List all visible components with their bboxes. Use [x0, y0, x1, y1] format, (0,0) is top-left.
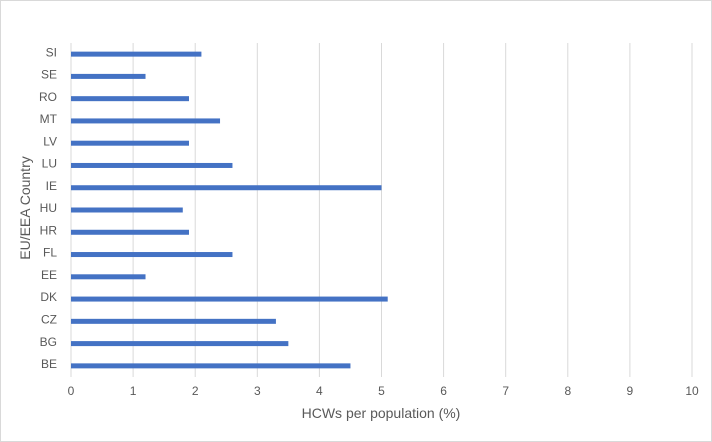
y-category-label: CZ: [41, 313, 57, 327]
bar-lv: [71, 140, 189, 146]
bar-dk: [71, 296, 388, 302]
y-category-label: MT: [40, 112, 58, 126]
x-tick-label: 8: [564, 384, 571, 398]
y-category-label: IE: [46, 179, 57, 193]
bar-ie: [71, 185, 382, 191]
y-category-label: EE: [41, 268, 57, 282]
x-tick-labels: 0 1 2 3 4 5 6 7 8 9 10: [68, 384, 699, 398]
bar-si: [71, 51, 202, 57]
bar-ro: [71, 96, 189, 102]
x-tick-label: 7: [502, 384, 509, 398]
x-tick-label: 4: [316, 384, 323, 398]
bar-fl: [71, 252, 233, 258]
y-category-label: SI: [46, 45, 57, 59]
x-tick-label: 6: [440, 384, 447, 398]
y-category-label: RO: [39, 90, 57, 104]
bar-lu: [71, 162, 233, 168]
bar-hr: [71, 229, 189, 235]
y-category-label: SE: [41, 68, 57, 82]
y-category-label: HR: [40, 223, 58, 237]
bar-hu: [71, 207, 183, 213]
bar-mt: [71, 118, 221, 124]
x-tick-label: 10: [685, 384, 699, 398]
bar-be: [71, 363, 351, 369]
y-category-label: HU: [40, 201, 57, 215]
y-category-label: DK: [40, 290, 57, 304]
x-tick-label: 1: [130, 384, 137, 398]
bar-se: [71, 73, 146, 79]
y-category-labels: BE BG CZ DK EE FL HR HU IE LU LV MT RO SE SI: [39, 45, 58, 371]
bar-ee: [71, 274, 146, 280]
x-tick-label: 3: [254, 384, 261, 398]
x-tick-label: 5: [378, 384, 385, 398]
y-category-label: BE: [41, 357, 57, 371]
bar-bg: [71, 341, 289, 347]
y-category-label: LU: [42, 157, 57, 171]
x-axis-title: HCWs per population (%): [302, 405, 461, 421]
x-tick-label: 9: [627, 384, 634, 398]
bar-cz: [71, 318, 276, 324]
bars: [71, 51, 388, 369]
y-category-label: FL: [43, 246, 57, 260]
y-category-label: BG: [40, 335, 57, 349]
y-axis-title: EU/EEA Country: [17, 156, 33, 260]
x-tick-label: 0: [68, 384, 75, 398]
x-tick-label: 2: [192, 384, 199, 398]
y-category-label: LV: [43, 134, 57, 148]
